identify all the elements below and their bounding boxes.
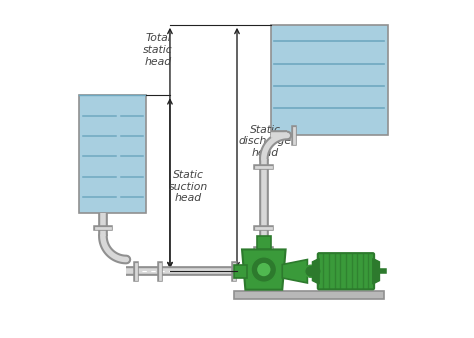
Circle shape <box>251 257 276 282</box>
Polygon shape <box>373 259 380 284</box>
Bar <box>257 236 271 249</box>
Bar <box>234 291 384 299</box>
Bar <box>80 95 146 213</box>
Polygon shape <box>282 260 308 283</box>
FancyBboxPatch shape <box>318 253 374 289</box>
Text: Total
static
head: Total static head <box>143 33 173 67</box>
Text: Static
discharge
head: Static discharge head <box>239 125 292 158</box>
Bar <box>234 265 247 278</box>
Polygon shape <box>312 259 319 284</box>
Circle shape <box>305 265 317 277</box>
Circle shape <box>312 267 320 275</box>
Text: Static
suction
head: Static suction head <box>169 170 208 203</box>
Polygon shape <box>242 249 286 290</box>
Bar <box>271 25 388 136</box>
Circle shape <box>256 262 271 277</box>
